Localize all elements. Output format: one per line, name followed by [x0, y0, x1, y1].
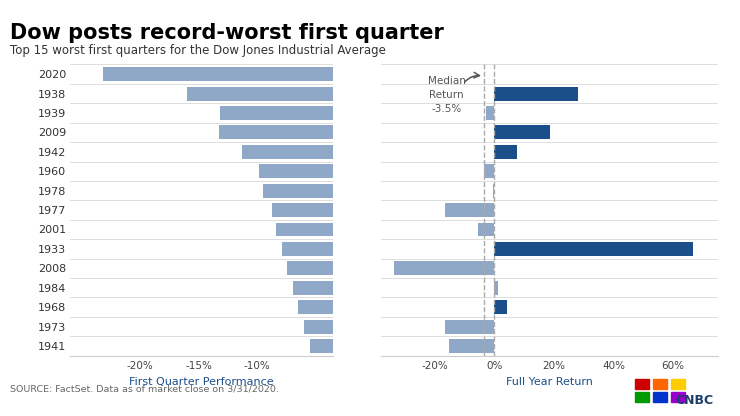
Bar	[478, 223, 494, 236]
Bar	[242, 145, 374, 159]
Bar	[220, 106, 374, 120]
Text: CNBC: CNBC	[676, 394, 713, 407]
Bar	[304, 319, 374, 334]
Bar	[309, 339, 374, 353]
Bar	[260, 164, 374, 178]
Bar	[272, 203, 374, 217]
Bar	[448, 339, 494, 353]
Bar	[287, 261, 374, 275]
Bar	[494, 87, 578, 101]
Bar	[635, 392, 649, 403]
Bar	[445, 203, 494, 217]
Bar	[670, 392, 685, 403]
Bar	[103, 67, 374, 81]
X-axis label: Full Year Return: Full Year Return	[506, 377, 593, 387]
Bar	[494, 300, 507, 314]
Bar	[282, 242, 374, 256]
Bar	[653, 392, 667, 403]
Text: Dow posts record-worst first quarter: Dow posts record-worst first quarter	[10, 23, 443, 43]
Bar	[485, 106, 494, 120]
Text: Top 15 worst first quarters for the Dow Jones Industrial Average: Top 15 worst first quarters for the Dow …	[10, 44, 386, 57]
Bar	[653, 379, 667, 389]
Text: Median
Return
-3.5%: Median Return -3.5%	[428, 76, 465, 114]
Text: SOURCE: FactSet. Data as of market close on 3/31/2020.: SOURCE: FactSet. Data as of market close…	[10, 384, 278, 393]
Bar	[445, 319, 494, 334]
Bar	[494, 242, 693, 256]
X-axis label: First Quarter Performance: First Quarter Performance	[130, 377, 274, 387]
Bar	[494, 281, 498, 295]
Bar	[485, 164, 494, 178]
Bar	[187, 87, 374, 101]
Bar	[494, 126, 551, 139]
Bar	[635, 379, 649, 389]
Bar	[218, 126, 374, 139]
Bar	[263, 184, 374, 198]
Bar	[493, 184, 494, 198]
Bar	[293, 281, 374, 295]
Bar	[298, 300, 374, 314]
Bar	[276, 223, 374, 236]
Bar	[494, 145, 517, 159]
Bar	[394, 261, 494, 275]
Bar	[670, 379, 685, 389]
